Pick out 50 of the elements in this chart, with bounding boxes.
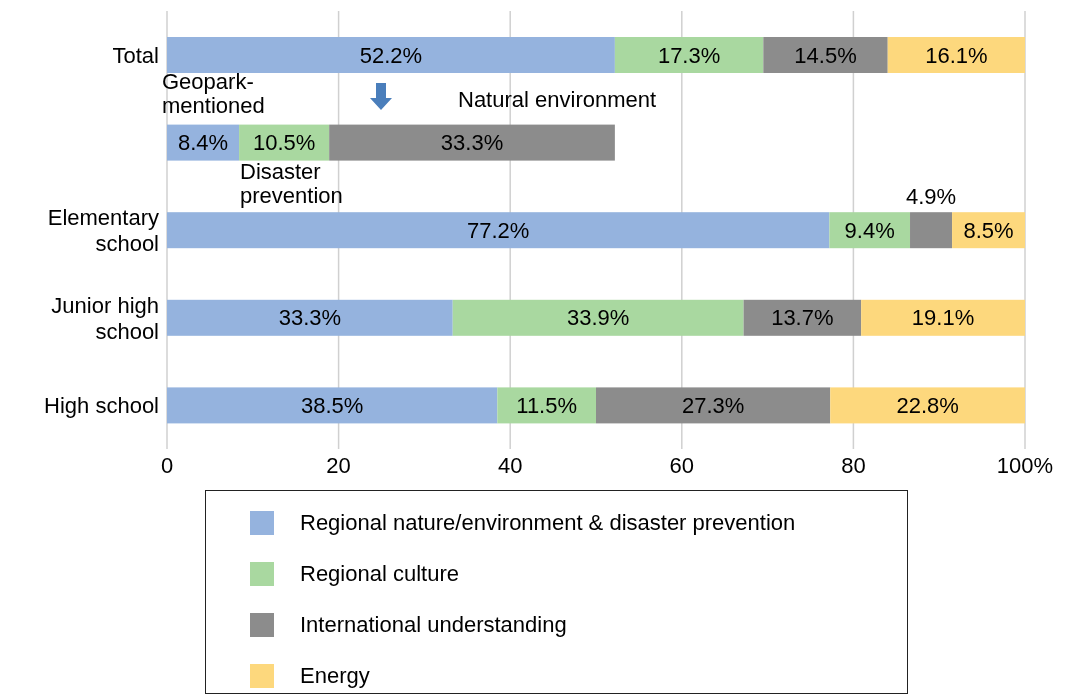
bar xyxy=(743,299,862,336)
bar xyxy=(887,37,1025,73)
x-tick-label: 20 xyxy=(326,452,351,478)
data-label: 17.3% xyxy=(657,42,721,68)
annotation: Natural environment xyxy=(458,87,658,112)
data-label: 14.5% xyxy=(794,42,857,68)
data-label: 33.3% xyxy=(440,130,504,156)
data-label: 4.9% xyxy=(905,183,957,209)
bar xyxy=(167,212,830,249)
y-tick-label: High school xyxy=(44,392,159,418)
x-tick-label: 40 xyxy=(497,452,523,478)
bar xyxy=(167,387,498,424)
y-tick-label: Elementary school xyxy=(47,204,159,256)
data-label: 10.5% xyxy=(252,130,316,156)
bar xyxy=(763,37,888,73)
annotation: Geopark-mentioned xyxy=(162,69,266,118)
x-tick-label: 80 xyxy=(841,452,866,478)
annotation: Disaster prevention xyxy=(240,159,344,208)
legend-label: Energy xyxy=(300,662,370,689)
data-label: 33.3% xyxy=(278,305,342,331)
y-tick-label: Total xyxy=(112,42,159,68)
bar xyxy=(329,124,615,161)
data-label: 77.2% xyxy=(466,217,530,243)
x-tick-label: 0 xyxy=(160,452,174,478)
x-tick-label: 100% xyxy=(996,452,1054,478)
bar xyxy=(830,387,1025,424)
bar xyxy=(452,299,744,336)
bar xyxy=(167,37,615,73)
bar xyxy=(614,37,764,73)
data-label: 8.5% xyxy=(963,217,1014,243)
data-label: 19.1% xyxy=(911,305,975,331)
data-label: 27.3% xyxy=(681,392,745,418)
legend-label: Regional nature/environment & disaster prevention xyxy=(300,509,796,536)
bar xyxy=(596,387,831,424)
bar xyxy=(861,299,1025,336)
data-label: 11.5% xyxy=(516,392,578,418)
legend-label: International understanding xyxy=(300,611,567,638)
legend-label: Regional culture xyxy=(300,560,459,587)
y-tick-label: Junior high school xyxy=(51,292,159,344)
data-label: 9.4% xyxy=(844,217,895,243)
data-label: 22.8% xyxy=(896,392,959,418)
data-label: 38.5% xyxy=(300,392,364,418)
data-label: 16.1% xyxy=(925,42,988,68)
data-label: 33.9% xyxy=(566,305,630,331)
bar xyxy=(910,212,953,249)
bar xyxy=(167,299,453,336)
data-label: 8.4% xyxy=(177,130,229,156)
x-tick-label: 60 xyxy=(669,452,695,478)
data-label: 52.2% xyxy=(359,42,423,68)
data-label: 13.7% xyxy=(771,305,834,331)
